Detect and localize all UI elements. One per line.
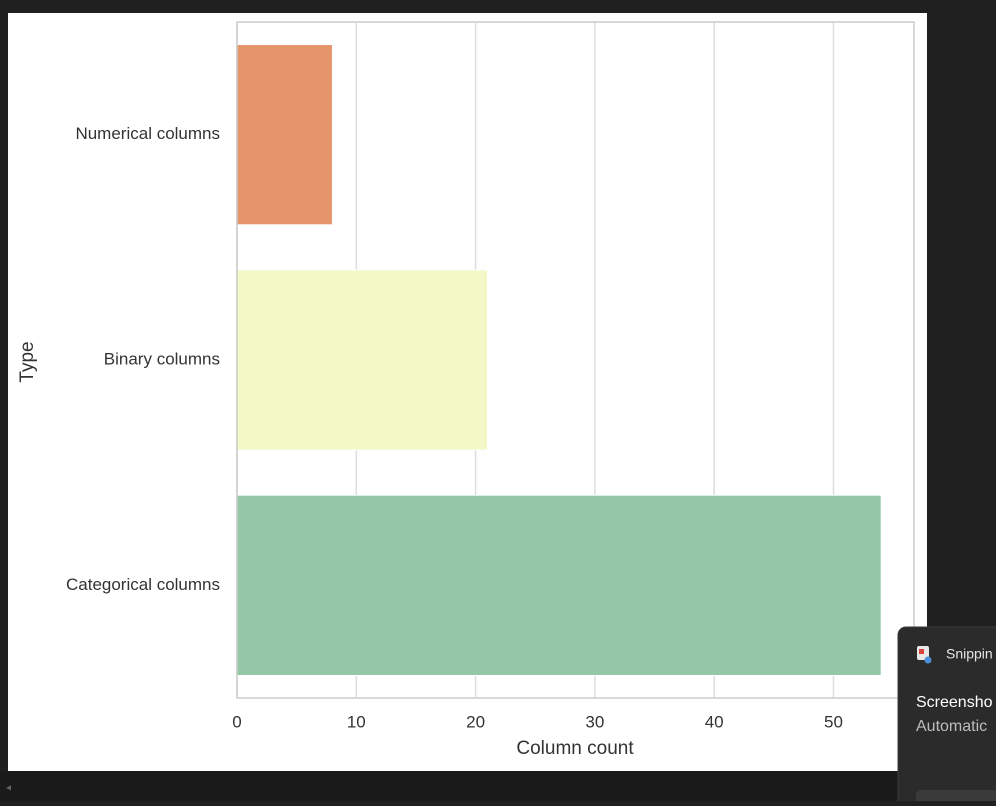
notification[interactable]: Snippin Screensho Automatic: [897, 626, 996, 806]
x-tick-label: 20: [466, 712, 485, 731]
y-axis-label: Type: [17, 341, 38, 382]
scroll-arrow[interactable]: ◂: [6, 783, 11, 794]
bar: [236, 269, 489, 451]
notification-button[interactable]: [916, 790, 996, 806]
y-tick-label: Numerical columns: [75, 124, 220, 143]
notification-panel[interactable]: [897, 626, 996, 806]
y-tick-label: Binary columns: [104, 349, 220, 368]
x-tick-label: 10: [347, 712, 366, 731]
notification-body: Automatic: [916, 718, 987, 735]
y-tick-label: Categorical columns: [66, 575, 220, 594]
x-tick-label: 0: [232, 712, 241, 731]
plot-frame: [236, 21, 915, 699]
x-tick-label: 30: [585, 712, 604, 731]
taskbar: [0, 771, 996, 801]
app-icon-detail: [919, 649, 924, 654]
bar: [236, 494, 882, 676]
x-axis-label: Column count: [516, 738, 634, 759]
plot: 0 10 20 30 40 50 Numerical columns Binary colum…: [66, 22, 882, 731]
x-tick-label: 40: [705, 712, 724, 731]
notification-title: Screensho: [916, 694, 993, 711]
app-icon-detail: [924, 656, 932, 664]
notification-app: Snippin: [946, 646, 993, 662]
x-tick-label: 50: [824, 712, 843, 731]
bar: [236, 44, 333, 226]
